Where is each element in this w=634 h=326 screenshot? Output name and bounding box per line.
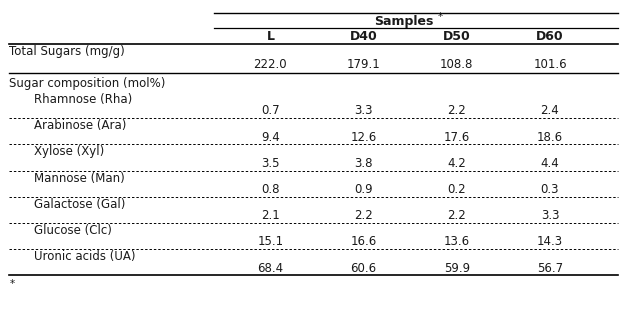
- Text: 2.2: 2.2: [448, 104, 466, 117]
- Text: 60.6: 60.6: [351, 262, 377, 274]
- Text: Samples: Samples: [374, 15, 434, 28]
- Text: 101.6: 101.6: [533, 58, 567, 71]
- Text: 14.3: 14.3: [537, 235, 563, 248]
- Text: 0.7: 0.7: [261, 104, 280, 117]
- Text: Galactose (Gal): Galactose (Gal): [34, 198, 126, 211]
- Text: 2.4: 2.4: [541, 104, 559, 117]
- Text: 56.7: 56.7: [537, 262, 563, 274]
- Text: 3.5: 3.5: [261, 157, 280, 170]
- Text: D60: D60: [536, 30, 564, 43]
- Text: 3.3: 3.3: [541, 209, 559, 222]
- Text: Glucose (Clc): Glucose (Clc): [34, 224, 112, 237]
- Text: 59.9: 59.9: [444, 262, 470, 274]
- Text: 15.1: 15.1: [257, 235, 283, 248]
- Text: 0.8: 0.8: [261, 183, 280, 196]
- Text: 2.2: 2.2: [354, 209, 373, 222]
- Text: 13.6: 13.6: [444, 235, 470, 248]
- Text: 2.2: 2.2: [448, 209, 466, 222]
- Text: *: *: [438, 12, 443, 22]
- Text: 12.6: 12.6: [351, 131, 377, 144]
- Text: 0.3: 0.3: [541, 183, 559, 196]
- Text: 222.0: 222.0: [254, 58, 287, 71]
- Text: Uronic acids (UA): Uronic acids (UA): [34, 250, 136, 263]
- Text: Mannose (Man): Mannose (Man): [34, 171, 125, 185]
- Text: 4.2: 4.2: [448, 157, 466, 170]
- Text: 179.1: 179.1: [347, 58, 380, 71]
- Text: *: *: [10, 279, 15, 289]
- Text: 0.9: 0.9: [354, 183, 373, 196]
- Text: 18.6: 18.6: [537, 131, 563, 144]
- Text: 4.4: 4.4: [541, 157, 559, 170]
- Text: 0.2: 0.2: [448, 183, 466, 196]
- Text: 3.8: 3.8: [354, 157, 373, 170]
- Text: 2.1: 2.1: [261, 209, 280, 222]
- Text: 17.6: 17.6: [444, 131, 470, 144]
- Text: Rhamnose (Rha): Rhamnose (Rha): [34, 93, 133, 106]
- Text: 9.4: 9.4: [261, 131, 280, 144]
- Text: Xylose (Xyl): Xylose (Xyl): [34, 145, 105, 158]
- Text: L: L: [266, 30, 275, 43]
- Text: D50: D50: [443, 30, 470, 43]
- Text: 108.8: 108.8: [440, 58, 474, 71]
- Text: Arabinose (Ara): Arabinose (Ara): [34, 119, 127, 132]
- Text: Sugar composition (mol%): Sugar composition (mol%): [10, 77, 166, 90]
- Text: 16.6: 16.6: [351, 235, 377, 248]
- Text: Total Sugars (mg/g): Total Sugars (mg/g): [10, 45, 125, 58]
- Text: 3.3: 3.3: [354, 104, 373, 117]
- Text: D40: D40: [350, 30, 377, 43]
- Text: 68.4: 68.4: [257, 262, 283, 274]
